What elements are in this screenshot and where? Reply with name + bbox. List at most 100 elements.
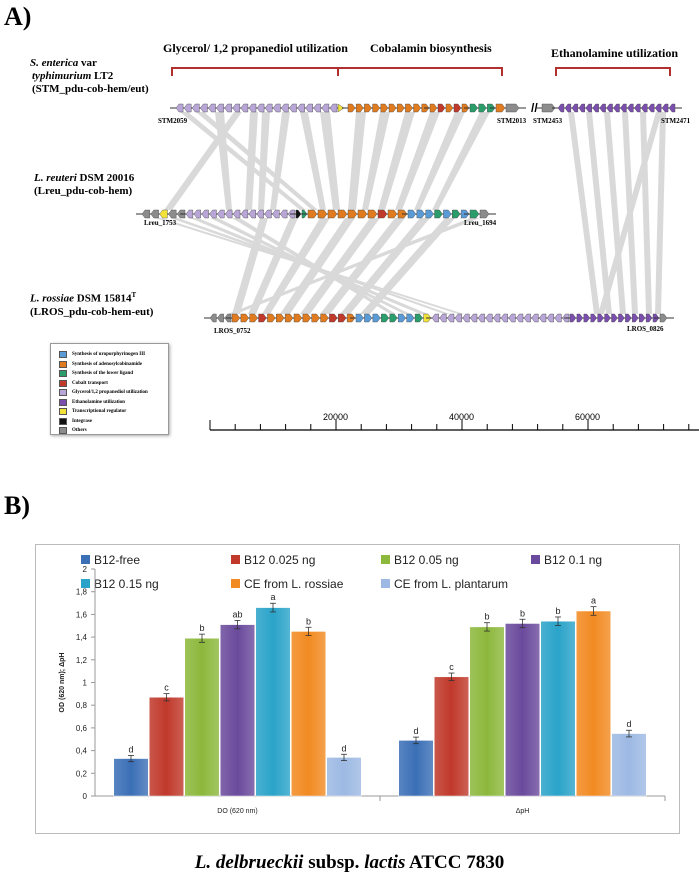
legend-item: Synthesis of adenosylcobinamide — [59, 360, 168, 370]
gene-arrow — [338, 313, 347, 323]
legend-swatch — [81, 555, 90, 564]
gene-arrow — [209, 209, 217, 219]
legend-label: Synthesis of the lower ligand — [72, 371, 134, 377]
x-category-label: ΔpH — [516, 808, 530, 815]
legend-swatch — [59, 389, 67, 397]
homology-band — [340, 218, 430, 314]
locus-stm2013: STM2013 — [497, 117, 527, 125]
gene-arrow — [485, 313, 493, 323]
gene-arrow — [452, 209, 461, 219]
gene-arrow — [469, 103, 478, 113]
bar-group: c — [149, 683, 184, 797]
bar-group: d — [611, 719, 647, 797]
significance-letter: a — [591, 596, 596, 606]
bar — [113, 758, 149, 797]
homology-band — [196, 112, 318, 210]
significance-letter: b — [199, 623, 204, 633]
legend-item: Others — [59, 426, 168, 436]
y-axis-label: OD (620 nm); ΔpH — [59, 653, 66, 713]
homology-band — [248, 218, 298, 314]
gene-arrow — [645, 313, 653, 323]
gene-arrow — [248, 103, 257, 113]
gene-arrow — [355, 313, 364, 323]
bar — [184, 637, 220, 797]
organism-label-lreuteri: L. reuteri DSM 20016 (Lreu_pdu-cob-hem) — [34, 172, 134, 198]
bar — [291, 631, 326, 797]
org3-line1-rest: DSM 15814 — [74, 292, 132, 305]
gene-arrow — [625, 313, 632, 323]
homology-band — [604, 112, 626, 314]
y-tick-label: 0 — [83, 792, 88, 801]
legend-swatch — [81, 579, 90, 588]
y-tick-label: 0,6 — [76, 724, 88, 733]
gene-arrow — [380, 103, 389, 113]
significance-letter: ab — [232, 609, 242, 619]
gene-arrow — [232, 103, 241, 113]
gene-arrow — [397, 103, 405, 113]
stm-cob-genes-a — [342, 103, 436, 113]
gene-arrow — [150, 209, 159, 219]
gene-arrow — [191, 103, 200, 113]
gene-arrow — [231, 313, 241, 323]
homology-band — [300, 112, 326, 210]
significance-letter: a — [270, 592, 275, 602]
bar-group: d — [326, 743, 362, 797]
section-title-cob: Cobalamin biosynthesis — [370, 41, 492, 55]
legend-swatch — [59, 398, 67, 406]
gene-arrow — [592, 103, 599, 113]
homology-band — [378, 112, 415, 210]
lros-pdu-genes — [426, 313, 576, 323]
legend-swatch — [59, 351, 67, 359]
gene-arrow — [470, 313, 478, 323]
gene-arrow — [320, 313, 329, 323]
gene-arrow — [597, 313, 604, 323]
legend-label: Cobalt transport — [72, 380, 108, 386]
gene-arrow — [367, 209, 378, 219]
gene-arrow — [606, 103, 613, 113]
gene-arrow — [613, 103, 620, 113]
bar-group: d — [113, 744, 149, 797]
gene-arrow — [232, 209, 241, 219]
gene-arrow — [569, 313, 577, 323]
regulator-gene — [337, 103, 345, 113]
gene-arrow — [407, 209, 417, 219]
gene-arrow — [406, 313, 415, 323]
homology-band — [300, 218, 380, 314]
gene-arrow — [321, 103, 330, 113]
locus-lreu1753: Lreu_1753 — [144, 219, 177, 227]
legend-label: Glycerol/1,2 propanediol utilization — [72, 390, 148, 396]
legend-swatch — [381, 555, 390, 564]
gene-arrow — [413, 103, 422, 113]
gene-arrow — [632, 313, 639, 323]
gene-arrow — [264, 209, 272, 219]
bar-group: b — [505, 608, 540, 797]
gene-arrow — [604, 313, 611, 323]
gene-arrow — [217, 313, 224, 323]
y-tick-label: 1,2 — [76, 656, 88, 665]
legend-item: Glycerol/1,2 propanediol utilization — [59, 388, 168, 398]
legend-swatch — [59, 360, 67, 368]
org3-superscript: T — [131, 291, 137, 299]
lros-hem-genes — [350, 313, 438, 323]
gene-arrow — [329, 103, 338, 113]
scale-label-60000: 60000 — [575, 412, 601, 422]
gene-arrow — [201, 209, 209, 219]
gene-arrow — [387, 209, 398, 219]
gene-arrow — [431, 313, 439, 323]
homology-band — [432, 112, 490, 210]
gene-arrow — [183, 103, 192, 113]
gene-cluster-map: // — [136, 67, 682, 323]
y-tick-label: 1,6 — [76, 610, 88, 619]
homology-band — [348, 112, 366, 210]
gene-arrow — [583, 313, 591, 323]
gene-arrow — [280, 209, 288, 219]
gene-arrow — [576, 313, 584, 323]
org3-line1: L. rossiae — [30, 292, 74, 305]
homology-band — [228, 218, 480, 314]
legend-item: Transcriptional regulator — [59, 407, 168, 417]
gene-arrow — [372, 313, 381, 323]
legend-label: B12 0.15 ng — [94, 577, 159, 591]
bar-group: b — [184, 623, 220, 797]
gene-arrow — [276, 313, 285, 323]
y-tick-label: 2 — [83, 565, 88, 574]
